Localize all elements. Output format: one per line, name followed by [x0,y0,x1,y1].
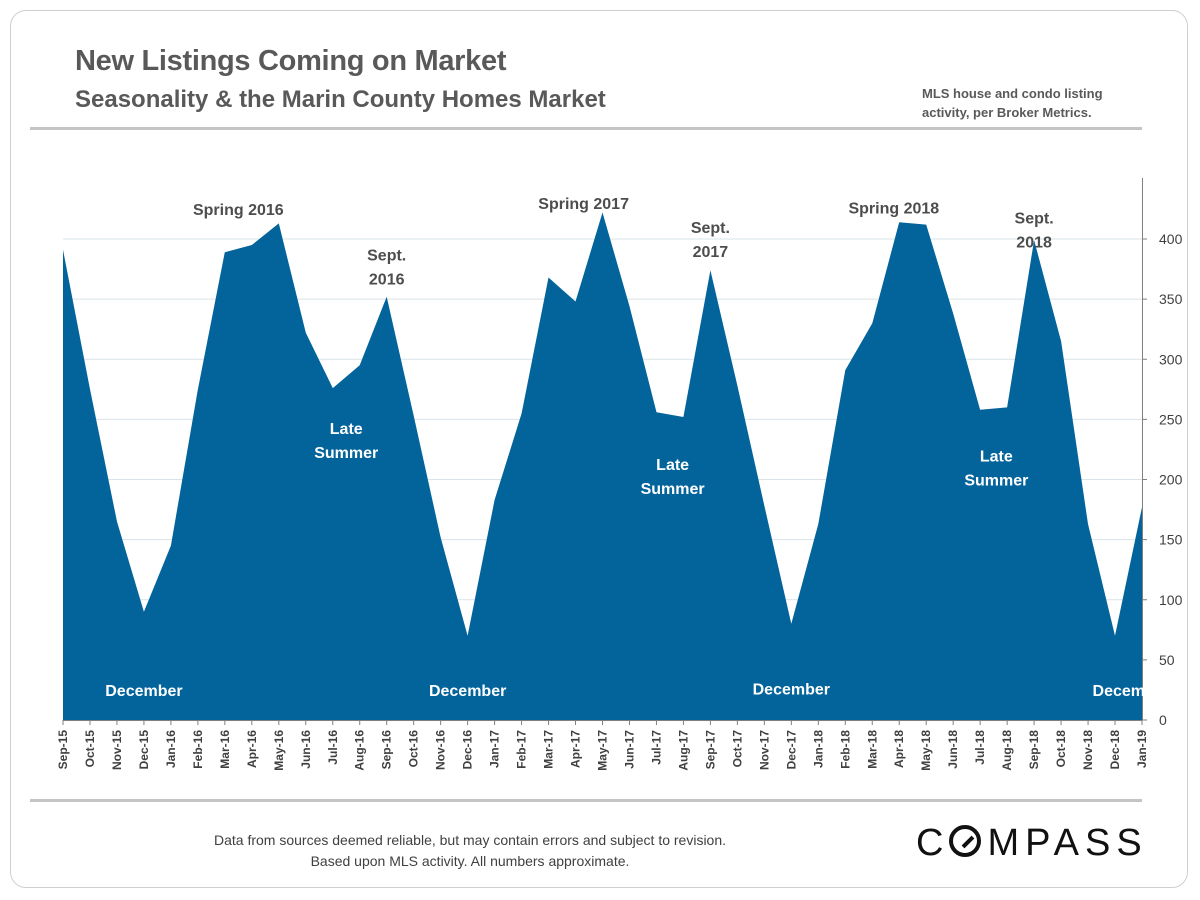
annotation-label: 2017 [693,244,729,261]
slide-frame [10,10,1188,888]
annotation-label: December [1093,683,1170,700]
compass-logo: C MPASS [916,822,1148,864]
annotation-label: Late [980,448,1013,465]
annotation-label: December [105,683,182,700]
x-tick-label: Nov-15 [110,730,124,770]
y-tick-label: 250 [1159,411,1183,427]
x-tick-label: Jan-16 [164,730,178,768]
top-divider [30,127,1142,130]
x-tick-label: Jul-16 [326,730,340,765]
source-note-line2: activity, per Broker Metrics. [922,105,1092,120]
x-tick-label: Aug-17 [676,730,690,771]
y-tick-label: 0 [1159,712,1167,728]
x-tick-label: May-17 [596,730,610,771]
annotation-label: Spring 2017 [538,196,629,213]
compass-logo-o-icon [949,825,982,857]
x-tick-label: Feb-17 [515,730,529,769]
annotation-label: Summer [641,481,705,498]
x-tick-label: Mar-16 [218,730,232,769]
x-tick-label: Dec-16 [461,730,475,770]
x-tick-label: Aug-18 [1000,730,1014,771]
annotation-label: Late [656,457,689,474]
x-tick-label: Jul-18 [973,730,987,765]
x-tick-label: Aug-16 [353,730,367,771]
annotation-label: Spring 2016 [193,202,284,219]
x-tick-label: Nov-17 [757,730,771,770]
x-tick-label: Jul-17 [649,730,663,765]
y-tick-label: 400 [1159,231,1183,247]
disclaimer-line1: Data from sources deemed reliable, but m… [213,832,727,848]
annotation-label: Late [330,421,363,438]
x-tick-label: Apr-17 [569,730,583,768]
annotation-label: 2018 [1016,234,1052,251]
x-tick-label: Dec-18 [1108,730,1122,770]
annotation-label: Summer [964,472,1028,489]
x-tick-label: Oct-18 [1054,730,1068,768]
y-tick-label: 300 [1159,351,1183,367]
x-tick-label: Jan-19 [1135,730,1149,768]
x-tick-label: May-16 [272,730,286,771]
x-tick-label: Jun-16 [299,730,313,769]
disclaimer-line2: Based upon MLS activity. All numbers app… [310,853,630,869]
x-tick-label: Oct-15 [83,730,97,768]
bottom-divider [30,799,1142,802]
x-tick-label: Dec-15 [137,730,151,770]
x-tick-label: Sep-17 [703,730,717,770]
x-tick-label: Sep-16 [380,730,394,770]
y-tick-label: 50 [1159,652,1175,668]
x-tick-label: Feb-18 [838,730,852,769]
annotation-label: 2016 [369,272,405,289]
source-note-line1: MLS house and condo listing [922,86,1103,101]
annotation-label: Sept. [1015,210,1054,227]
x-tick-label: Apr-16 [245,730,259,768]
annotation-label: Sept. [691,220,730,237]
y-tick-label: 100 [1159,592,1183,608]
y-tick-label: 200 [1159,472,1183,488]
chart-title: New Listings Coming on Market [75,45,507,77]
x-tick-label: Feb-16 [191,730,205,769]
y-tick-label: 150 [1159,532,1183,548]
annotation-label: Summer [314,445,378,462]
x-tick-label: Sep-18 [1027,730,1041,770]
x-tick-label: Dec-17 [784,730,798,770]
annotation-label: Spring 2018 [848,201,939,218]
annotation-label: December [429,683,506,700]
x-tick-label: Oct-16 [407,730,421,768]
x-tick-label: Sep-15 [56,730,70,770]
x-tick-label: Nov-18 [1081,730,1095,770]
chart-subtitle: Seasonality & the Marin County Homes Mar… [75,86,606,113]
annotation-label: Sept. [367,248,406,265]
x-tick-label: Nov-16 [434,730,448,770]
annotation-label: December [753,682,830,699]
x-tick-label: Jan-18 [811,730,825,768]
x-tick-label: Jun-17 [622,730,636,769]
x-tick-label: Apr-18 [892,730,906,768]
disclaimer: Data from sources deemed reliable, but m… [150,830,790,872]
x-tick-label: Oct-17 [730,730,744,768]
x-tick-label: Jun-18 [946,730,960,769]
x-tick-label: Mar-17 [542,730,556,769]
x-tick-label: Mar-18 [865,730,879,769]
y-tick-label: 350 [1159,291,1183,307]
listings-area [63,212,1142,720]
x-tick-label: Jan-17 [488,730,502,768]
x-tick-label: May-18 [919,730,933,771]
source-note: MLS house and condo listing activity, pe… [922,84,1152,122]
